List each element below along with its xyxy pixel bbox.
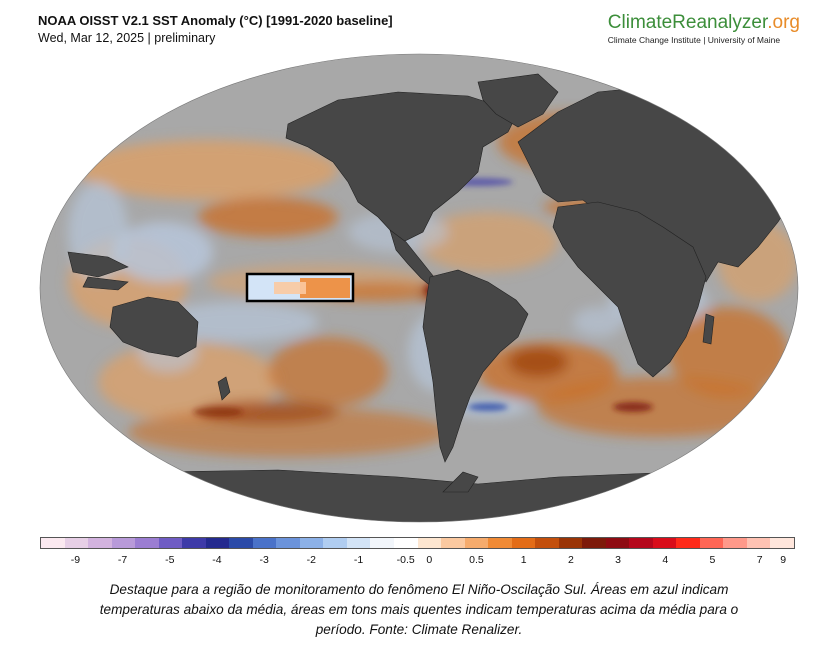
colorbar-segment bbox=[746, 538, 771, 548]
antarctic-peninsula bbox=[442, 471, 479, 493]
colorbar-segment bbox=[488, 538, 512, 548]
colorbar-segment bbox=[629, 538, 653, 548]
madagascar bbox=[702, 313, 715, 345]
colorbar-segment bbox=[276, 538, 300, 548]
colorbar-tick-label: 1 bbox=[520, 554, 527, 566]
anomaly-colorbar bbox=[40, 537, 795, 549]
brand-logo[interactable]: ClimateReanalyzer.org Climate Change Ins… bbox=[608, 12, 800, 45]
map-date-subtitle: Wed, Mar 12, 2025 | preliminary bbox=[38, 31, 216, 45]
colorbar-segment bbox=[605, 538, 630, 548]
new-zealand bbox=[217, 376, 231, 401]
caption-line-2: temperaturas abaixo da média, áreas em t… bbox=[99, 602, 739, 617]
colorbar-segment bbox=[370, 538, 394, 548]
enso-region-warm-fill bbox=[300, 278, 350, 298]
colorbar-segment bbox=[535, 538, 559, 548]
globe-outline bbox=[39, 53, 799, 523]
greenland bbox=[477, 73, 559, 128]
colorbar-tick-label: 2 bbox=[567, 554, 574, 566]
maritime-southeast-asia bbox=[67, 251, 129, 291]
enso-region-mid-fill bbox=[274, 282, 306, 294]
australia bbox=[109, 296, 199, 358]
caption-line-1: Destaque para a região de monitoramento … bbox=[109, 582, 729, 597]
colorbar-segment bbox=[417, 538, 442, 548]
colorbar-tick-label: -9 bbox=[70, 554, 81, 566]
south-america bbox=[422, 269, 529, 463]
colorbar-tick-label: -0.5 bbox=[396, 554, 415, 566]
colorbar-segment bbox=[699, 538, 724, 548]
colorbar-segment bbox=[88, 538, 112, 548]
colorbar-segment bbox=[346, 538, 371, 548]
colorbar-tick-label: 0.5 bbox=[469, 554, 484, 566]
anomaly-field bbox=[68, 112, 798, 457]
colorbar-segment bbox=[135, 538, 159, 548]
colorbar-segment bbox=[558, 538, 583, 548]
colorbar-segment bbox=[205, 538, 230, 548]
colorbar-segment bbox=[64, 538, 89, 548]
colorbar-segment bbox=[182, 538, 206, 548]
world-map bbox=[38, 52, 800, 524]
colorbar-segment bbox=[441, 538, 465, 548]
colorbar-tick-label: -2 bbox=[306, 554, 316, 566]
colorbar-segment bbox=[723, 538, 747, 548]
colorbar-segment bbox=[323, 538, 347, 548]
colorbar-segment bbox=[511, 538, 536, 548]
sst-anomaly-map-svg bbox=[39, 53, 799, 523]
map-title: NOAA OISST V2.1 SST Anomaly (°C) [1991-2… bbox=[38, 13, 393, 28]
colorbar-segment bbox=[41, 538, 65, 548]
colorbar-segment bbox=[770, 538, 794, 548]
north-america bbox=[285, 91, 519, 243]
africa bbox=[552, 201, 707, 378]
colorbar-tick-label: -7 bbox=[117, 554, 128, 566]
colorbar-tick-label: 4 bbox=[662, 554, 669, 566]
figure-caption: Destaque para a região de monitoramento … bbox=[40, 580, 798, 640]
globe bbox=[40, 54, 798, 522]
colorbar-segment bbox=[111, 538, 136, 548]
colorbar-tick-label: -5 bbox=[165, 554, 175, 566]
colorbar-segment bbox=[299, 538, 324, 548]
colorbar-segment bbox=[582, 538, 606, 548]
colorbar-segment bbox=[676, 538, 700, 548]
colorbar-tick-label: 5 bbox=[709, 554, 716, 566]
colorbar-segment bbox=[464, 538, 489, 548]
colorbar-tick-label: 7 bbox=[756, 554, 763, 566]
colorbar-tick-label: 0 bbox=[426, 554, 433, 566]
colorbar-tick-label: -3 bbox=[259, 554, 269, 566]
colorbar-segment bbox=[229, 538, 253, 548]
colorbar-segment bbox=[252, 538, 277, 548]
brand-wordmark: ClimateReanalyzer.org bbox=[608, 12, 800, 34]
colorbar-tick-label: 3 bbox=[615, 554, 621, 566]
colorbar-segment bbox=[158, 538, 183, 548]
colorbar-tick-label: 9 bbox=[780, 554, 787, 566]
colorbar-tick-label: -1 bbox=[353, 554, 364, 566]
brand-tagline: Climate Change Institute | University of… bbox=[607, 35, 781, 45]
colorbar-segment bbox=[393, 538, 418, 548]
caption-line-3: período. Fonte: Climate Renalizer. bbox=[315, 622, 523, 637]
colorbar-tick-labels: -9 -7 -5 -4 -3 -2 -1 -0.5 0 0.5 1 2 3 4 5 7 9 bbox=[40, 554, 795, 570]
brand-suffix: .org bbox=[767, 12, 800, 33]
brand-name: ClimateReanalyzer bbox=[607, 12, 768, 33]
colorbar-tick-label: -4 bbox=[212, 554, 222, 566]
colorbar-segment bbox=[652, 538, 677, 548]
